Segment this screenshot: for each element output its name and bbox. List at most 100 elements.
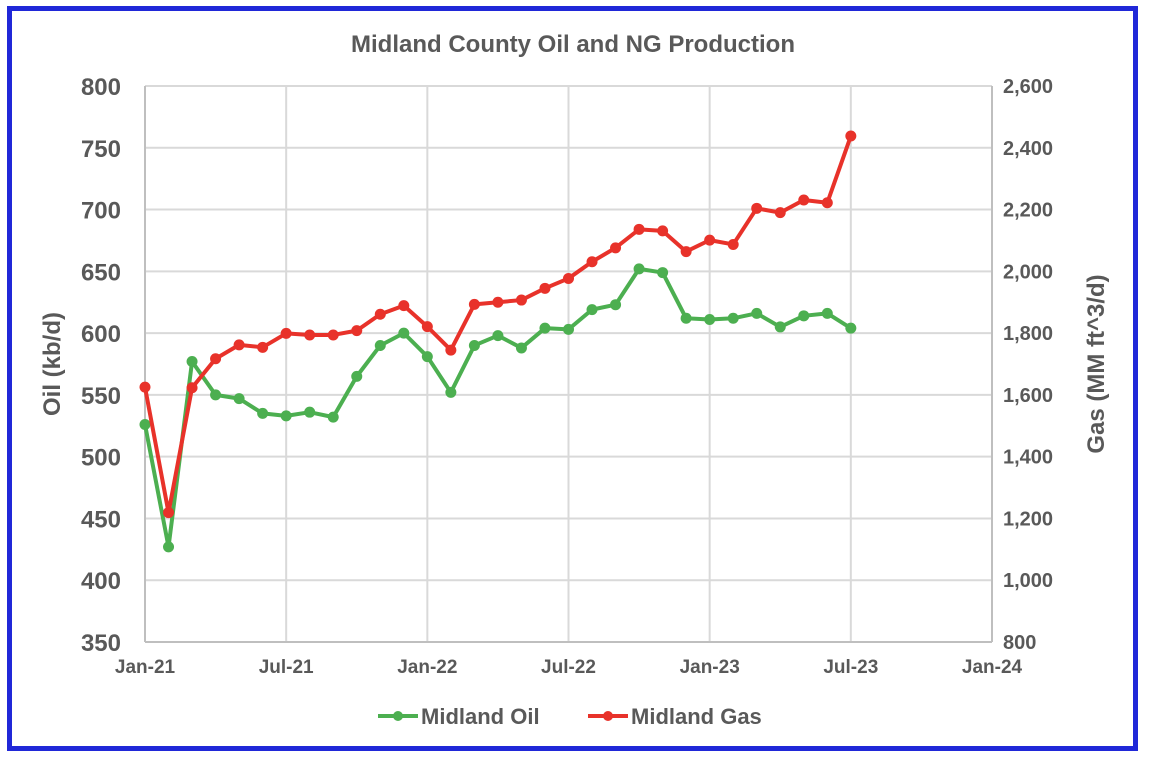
legend-item-midland-oil[interactable]: Midland Oil	[378, 704, 540, 729]
data-point[interactable]	[186, 356, 198, 368]
data-point[interactable]	[798, 310, 810, 322]
legend-item-midland-gas[interactable]: Midland Gas	[588, 704, 762, 729]
y-tick-left: 450	[81, 506, 121, 533]
data-point[interactable]	[327, 411, 339, 423]
data-point[interactable]	[821, 307, 833, 319]
data-point[interactable]	[515, 342, 527, 354]
data-point[interactable]	[657, 225, 669, 237]
data-point[interactable]	[610, 242, 622, 254]
data-point[interactable]	[704, 314, 716, 326]
data-point[interactable]	[515, 294, 527, 306]
data-point[interactable]	[633, 223, 645, 235]
legend-marker-oil-icon	[393, 711, 403, 721]
data-point[interactable]	[751, 307, 763, 319]
x-tick: Jul-21	[259, 657, 314, 678]
y-tick-right: 1,800	[1003, 323, 1053, 345]
data-point[interactable]	[257, 407, 269, 419]
y-tick-right: 800	[1003, 632, 1036, 654]
data-point[interactable]	[727, 312, 739, 324]
data-point[interactable]	[233, 339, 245, 351]
series-midland-oil	[139, 263, 857, 553]
data-point[interactable]	[257, 341, 269, 353]
series-midland-gas	[139, 130, 857, 519]
data-point[interactable]	[821, 197, 833, 209]
legend-marker-gas-icon	[603, 711, 613, 721]
y-tick-right: 2,200	[1003, 200, 1053, 222]
y-tick-right: 1,400	[1003, 447, 1053, 469]
data-point[interactable]	[633, 263, 645, 275]
data-point[interactable]	[280, 410, 292, 422]
data-point[interactable]	[351, 325, 363, 337]
y-axis-left-label: Oil (kb/d)	[39, 312, 66, 416]
data-point[interactable]	[680, 246, 692, 258]
data-point[interactable]	[233, 393, 245, 405]
data-point[interactable]	[163, 541, 175, 553]
data-point[interactable]	[539, 322, 551, 334]
data-series	[139, 130, 857, 553]
chart-title: Midland County Oil and NG Production	[351, 31, 795, 58]
data-point[interactable]	[727, 238, 739, 250]
data-point[interactable]	[774, 207, 786, 219]
y-tick-left: 500	[81, 445, 121, 472]
svg-text:Midland Gas: Midland Gas	[631, 704, 762, 729]
x-tick: Jul-23	[823, 657, 878, 678]
data-point[interactable]	[304, 329, 316, 341]
data-point[interactable]	[845, 322, 857, 334]
y-tick-left: 550	[81, 383, 121, 410]
x-tick: Jan-23	[680, 657, 740, 678]
data-point[interactable]	[492, 330, 504, 342]
data-point[interactable]	[139, 419, 151, 431]
data-point[interactable]	[586, 256, 598, 268]
data-point[interactable]	[398, 327, 410, 339]
data-point[interactable]	[210, 389, 222, 401]
data-point[interactable]	[774, 321, 786, 333]
data-point[interactable]	[751, 202, 763, 214]
y-axis-right-ticks: 2,600 2,400 2,200 2,000 1,800 1,600 1,400 1,200…	[1003, 76, 1053, 654]
data-point[interactable]	[657, 267, 669, 279]
data-point[interactable]	[468, 298, 480, 310]
y-tick-left: 750	[81, 136, 121, 163]
data-point[interactable]	[163, 507, 175, 519]
x-tick: Jan-21	[115, 657, 176, 678]
data-point[interactable]	[492, 296, 504, 308]
data-point[interactable]	[563, 323, 574, 335]
x-tick: Jul-22	[541, 657, 596, 678]
data-point[interactable]	[186, 382, 198, 394]
data-point[interactable]	[680, 312, 692, 324]
data-point[interactable]	[139, 381, 151, 393]
data-point[interactable]	[798, 194, 810, 206]
y-tick-left: 700	[81, 198, 121, 225]
data-point[interactable]	[304, 406, 316, 418]
data-point[interactable]	[210, 353, 222, 365]
y-tick-right: 1,000	[1003, 570, 1053, 592]
data-point[interactable]	[421, 351, 433, 363]
x-tick: Jan-22	[397, 657, 457, 678]
data-point[interactable]	[610, 299, 622, 311]
data-point[interactable]	[398, 300, 410, 312]
y-tick-left: 650	[81, 259, 121, 286]
data-point[interactable]	[539, 282, 551, 294]
data-point[interactable]	[704, 234, 716, 246]
data-point[interactable]	[468, 339, 480, 351]
data-point[interactable]	[280, 327, 292, 339]
legend: Midland Oil Midland Gas	[378, 704, 762, 729]
data-point[interactable]	[351, 370, 363, 382]
data-point[interactable]	[563, 272, 574, 284]
data-point[interactable]	[845, 130, 857, 142]
x-axis-ticks: Jan-21 Jul-21 Jan-22 Jul-22 Jan-23 Jul-23 Jan-…	[115, 657, 1023, 678]
data-point[interactable]	[374, 308, 386, 320]
data-point[interactable]	[327, 329, 339, 341]
data-point[interactable]	[445, 344, 457, 356]
y-axis-right-label: Gas (MM ft^3/d)	[1083, 274, 1110, 453]
data-point[interactable]	[586, 304, 598, 316]
gridlines	[144, 85, 993, 643]
chart-frame	[7, 6, 1138, 751]
y-tick-right: 2,400	[1003, 138, 1053, 160]
data-point[interactable]	[374, 339, 386, 351]
y-tick-right: 1,600	[1003, 385, 1053, 407]
data-point[interactable]	[421, 321, 433, 333]
data-point[interactable]	[445, 386, 457, 398]
y-tick-left: 350	[81, 630, 121, 657]
y-tick-right: 2,000	[1003, 261, 1053, 283]
